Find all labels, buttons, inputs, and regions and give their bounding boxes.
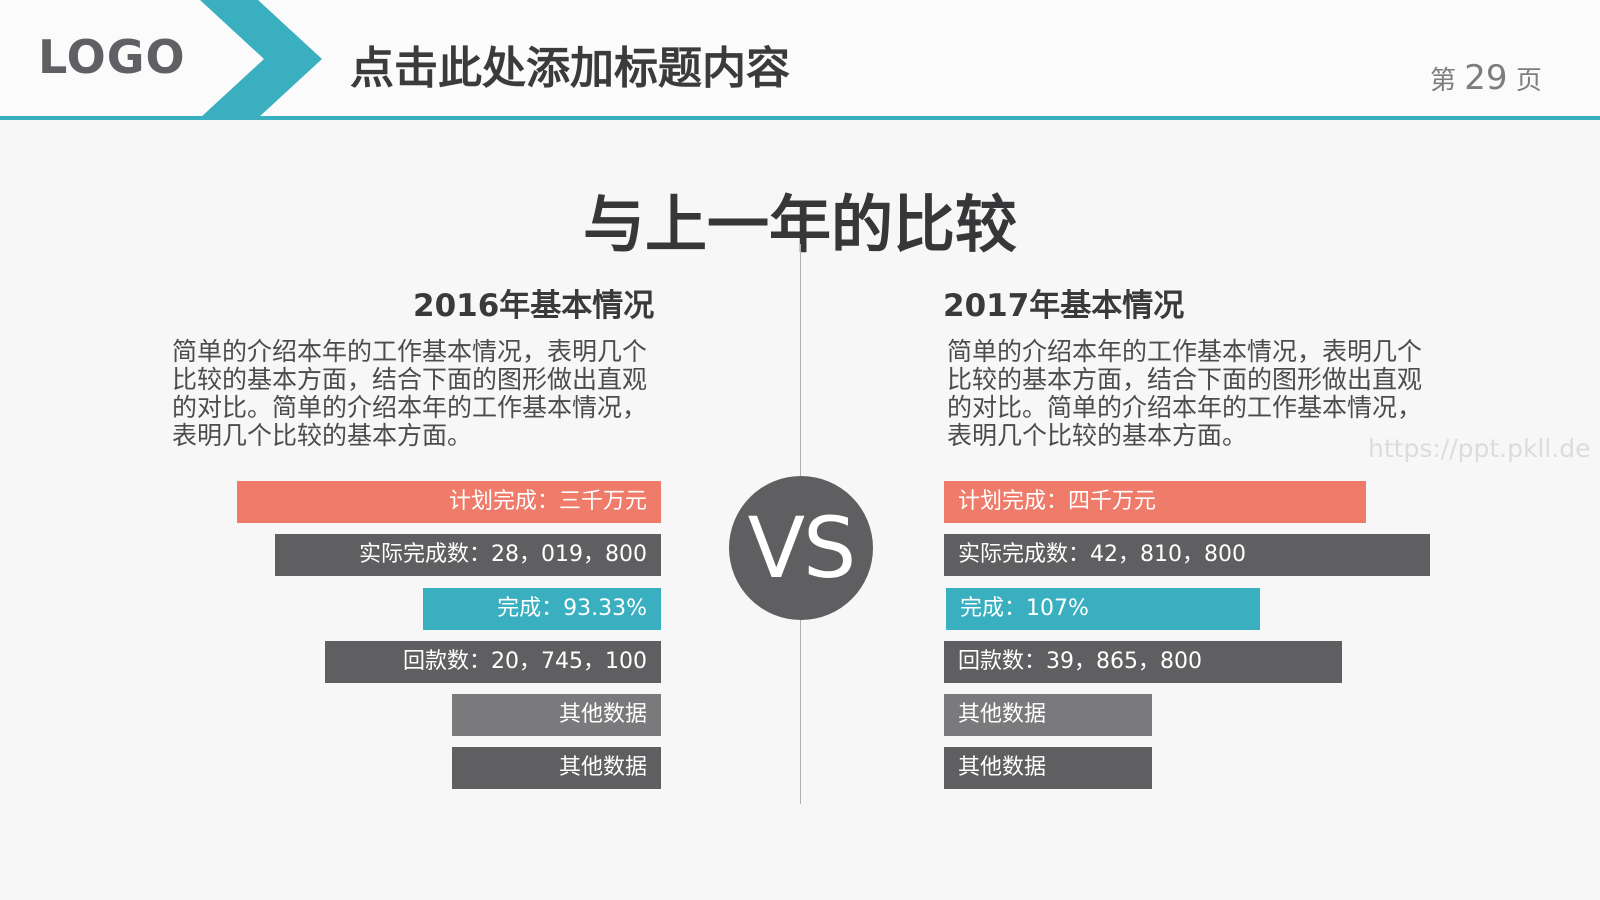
right-bar-other-2: 其他数据 <box>944 747 1152 789</box>
slide-title: 点击此处添加标题内容 <box>350 43 790 94</box>
left-bar-payment: 回款数：20，745，100 <box>325 641 661 683</box>
left-heading: 2016年基本情况 <box>413 288 655 324</box>
page-number: 第 29 页 <box>1430 58 1542 98</box>
page-number-value: 29 <box>1464 58 1508 98</box>
logo: LOGO <box>38 30 186 84</box>
vs-badge: VS <box>729 476 873 620</box>
chevron-arrow-icon <box>200 0 322 118</box>
left-bar-rate: 完成：93.33% <box>423 588 661 630</box>
left-bar-other-1: 其他数据 <box>452 694 661 736</box>
watermark: https://ppt.pkll.de <box>1368 434 1591 463</box>
section-title: 与上一年的比较 <box>582 188 1017 261</box>
page-prefix: 第 <box>1430 66 1457 96</box>
right-description: 简单的介绍本年的工作基本情况，表明几个比较的基本方面，结合下面的图形做出直观的对… <box>947 337 1423 450</box>
page-suffix: 页 <box>1515 66 1542 96</box>
left-description: 简单的介绍本年的工作基本情况，表明几个比较的基本方面，结合下面的图形做出直观的对… <box>172 337 648 450</box>
right-heading: 2017年基本情况 <box>943 288 1185 324</box>
header-underline <box>0 116 1600 120</box>
left-bar-actual: 实际完成数：28，019，800 <box>275 534 661 576</box>
right-bar-plan: 计划完成：四千万元 <box>944 481 1366 523</box>
right-bar-actual: 实际完成数：42，810，800 <box>944 534 1430 576</box>
right-bar-payment: 回款数：39，865，800 <box>944 641 1342 683</box>
left-bar-other-2: 其他数据 <box>452 747 661 789</box>
right-bar-rate: 完成：107% <box>946 588 1260 630</box>
right-bar-other-1: 其他数据 <box>944 694 1152 736</box>
left-bar-plan: 计划完成：三千万元 <box>237 481 661 523</box>
